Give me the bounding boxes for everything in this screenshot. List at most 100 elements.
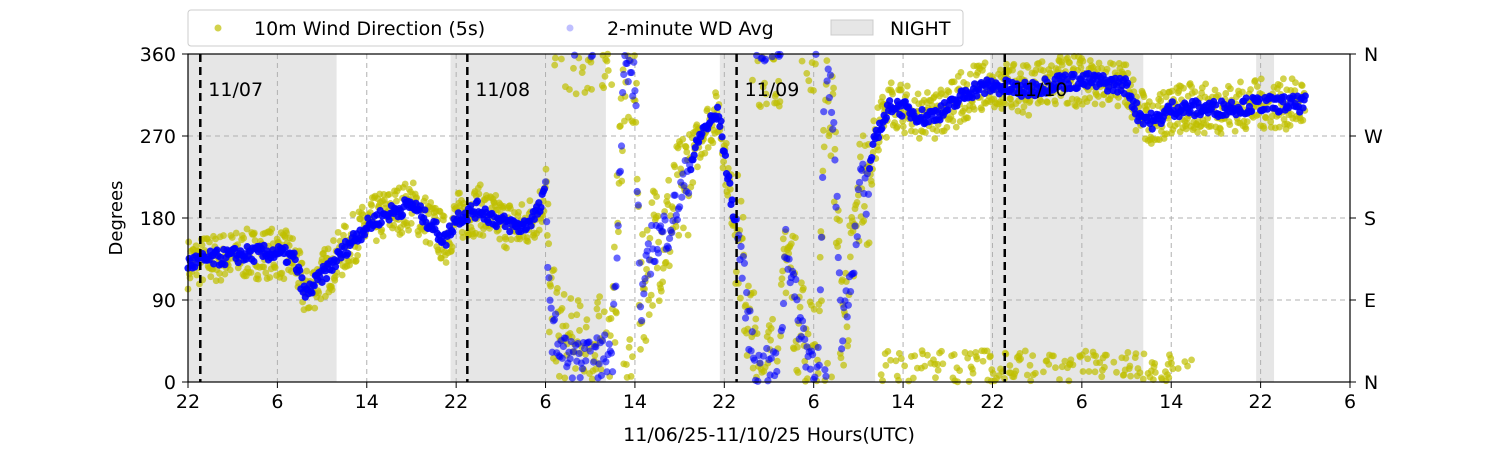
wind-direction-5s-point — [643, 226, 651, 234]
wind-direction-5s-point — [893, 123, 901, 131]
wd-avg-point — [714, 103, 722, 111]
wind-direction-5s-point — [1276, 81, 1284, 89]
wind-direction-5s-point — [952, 123, 960, 131]
wind-direction-5s-point — [844, 337, 852, 344]
wd-avg-point — [537, 203, 545, 212]
wd-avg-point — [221, 261, 229, 269]
wind-direction-5s-point — [820, 126, 827, 134]
wind-direction-5s-point — [228, 234, 236, 241]
wind-direction-5s-point — [561, 374, 569, 382]
wind-direction-5s-point — [562, 322, 570, 330]
wind-direction-5s-point — [1280, 75, 1287, 83]
wind-direction-5s-point — [1242, 125, 1250, 133]
wd-avg-point — [918, 105, 926, 114]
wind-direction-5s-point — [911, 128, 919, 136]
wind-direction-5s-point — [798, 57, 806, 65]
wd-avg-point — [1168, 98, 1176, 106]
wd-avg-point — [728, 196, 736, 204]
wd-avg-point — [530, 215, 538, 223]
wind-direction-5s-point — [1061, 357, 1069, 365]
wind-direction-5s-point — [1239, 88, 1246, 96]
wind-direction-5s-point — [653, 264, 661, 272]
wind-direction-5s-point — [566, 86, 573, 93]
wind-direction-5s-point — [1001, 100, 1009, 108]
wind-direction-5s-point — [593, 305, 601, 313]
wind-direction-5s-point — [934, 366, 942, 374]
wind-direction-5s-point — [1151, 369, 1159, 376]
wind-direction-5s-point — [592, 365, 599, 373]
wind-direction-5s-point — [1231, 127, 1239, 135]
wind-direction-5s-point — [722, 140, 730, 147]
wd-avg-point — [739, 252, 747, 261]
wind-direction-5s-point — [1044, 98, 1051, 106]
wd-avg-point — [595, 360, 603, 368]
wind-direction-5s-point — [583, 316, 591, 324]
wind-direction-5s-point — [704, 144, 712, 151]
wind-direction-5s-point — [1045, 360, 1053, 368]
wd-avg-point — [527, 222, 535, 230]
x-tick-label: 14 — [891, 391, 915, 413]
wind-direction-5s-point — [1072, 102, 1080, 110]
wind-direction-5s-point — [507, 236, 515, 243]
wd-avg-point — [747, 347, 755, 355]
wd-avg-point — [551, 310, 560, 318]
wind-direction-5s-point — [625, 343, 633, 351]
wind-direction-5s-point — [629, 353, 636, 361]
day-label: 11/08 — [475, 79, 530, 101]
wind-direction-5s-point — [535, 226, 543, 234]
wind-direction-5s-point — [659, 278, 667, 286]
wind-direction-5s-point — [1139, 375, 1147, 383]
wind-direction-5s-point — [206, 238, 213, 246]
wd-avg-point — [558, 354, 566, 362]
wind-direction-5s-point — [834, 243, 842, 250]
wind-direction-5s-point — [895, 376, 903, 384]
wd-avg-point — [260, 241, 268, 249]
wind-direction-5s-point — [526, 197, 534, 205]
wind-direction-5s-point — [458, 228, 466, 236]
y-tick-label: 90 — [152, 290, 176, 312]
wd-avg-point — [862, 210, 870, 218]
wind-direction-5s-point — [655, 297, 663, 305]
wd-avg-point — [234, 258, 242, 267]
wind-direction-5s-point — [616, 122, 624, 130]
wd-avg-point — [547, 304, 555, 312]
wd-avg-point — [737, 242, 745, 251]
wind-direction-5s-point — [354, 244, 362, 251]
wd-avg-point — [970, 80, 979, 88]
wind-direction-5s-point — [524, 238, 532, 245]
wd-avg-point — [835, 269, 843, 277]
wind-direction-5s-point — [1040, 368, 1047, 376]
wind-direction-5s-point — [311, 304, 319, 312]
wind-direction-5s-point — [354, 252, 362, 259]
wind-direction-5s-point — [221, 270, 229, 278]
wind-direction-5s-point — [939, 360, 947, 368]
wind-direction-5s-point — [515, 208, 522, 216]
wind-direction-5s-point — [518, 201, 526, 208]
wind-direction-5s-point — [1101, 363, 1108, 371]
wd-avg-point — [442, 241, 450, 249]
wind-direction-5s-point — [680, 224, 687, 232]
wd-avg-point — [377, 219, 385, 227]
wd-avg-point — [684, 189, 693, 197]
wind-direction-5s-point — [217, 276, 225, 284]
wind-direction-5s-point — [1007, 95, 1014, 103]
wd-avg-point — [800, 324, 808, 333]
wd-avg-point — [636, 303, 645, 311]
wd-avg-point — [698, 130, 706, 138]
y-tick-label: 270 — [140, 126, 176, 148]
wd-avg-point — [864, 190, 873, 198]
wd-avg-point — [1276, 107, 1284, 115]
wind-direction-5s-point — [859, 132, 867, 140]
wind-direction-5s-point — [763, 100, 770, 108]
wind-direction-5s-point — [633, 79, 640, 87]
wind-direction-5s-point — [712, 92, 720, 100]
wd-avg-point — [310, 282, 318, 290]
wind-direction-5s-point — [868, 180, 876, 188]
wind-direction-5s-point — [887, 79, 895, 87]
wind-direction-5s-point — [573, 311, 581, 319]
wd-avg-point — [638, 317, 646, 325]
wind-direction-5s-point — [883, 133, 890, 141]
wind-direction-5s-point — [704, 105, 711, 113]
wind-direction-5s-point — [1124, 349, 1132, 356]
wind-direction-5s-point — [895, 349, 903, 357]
